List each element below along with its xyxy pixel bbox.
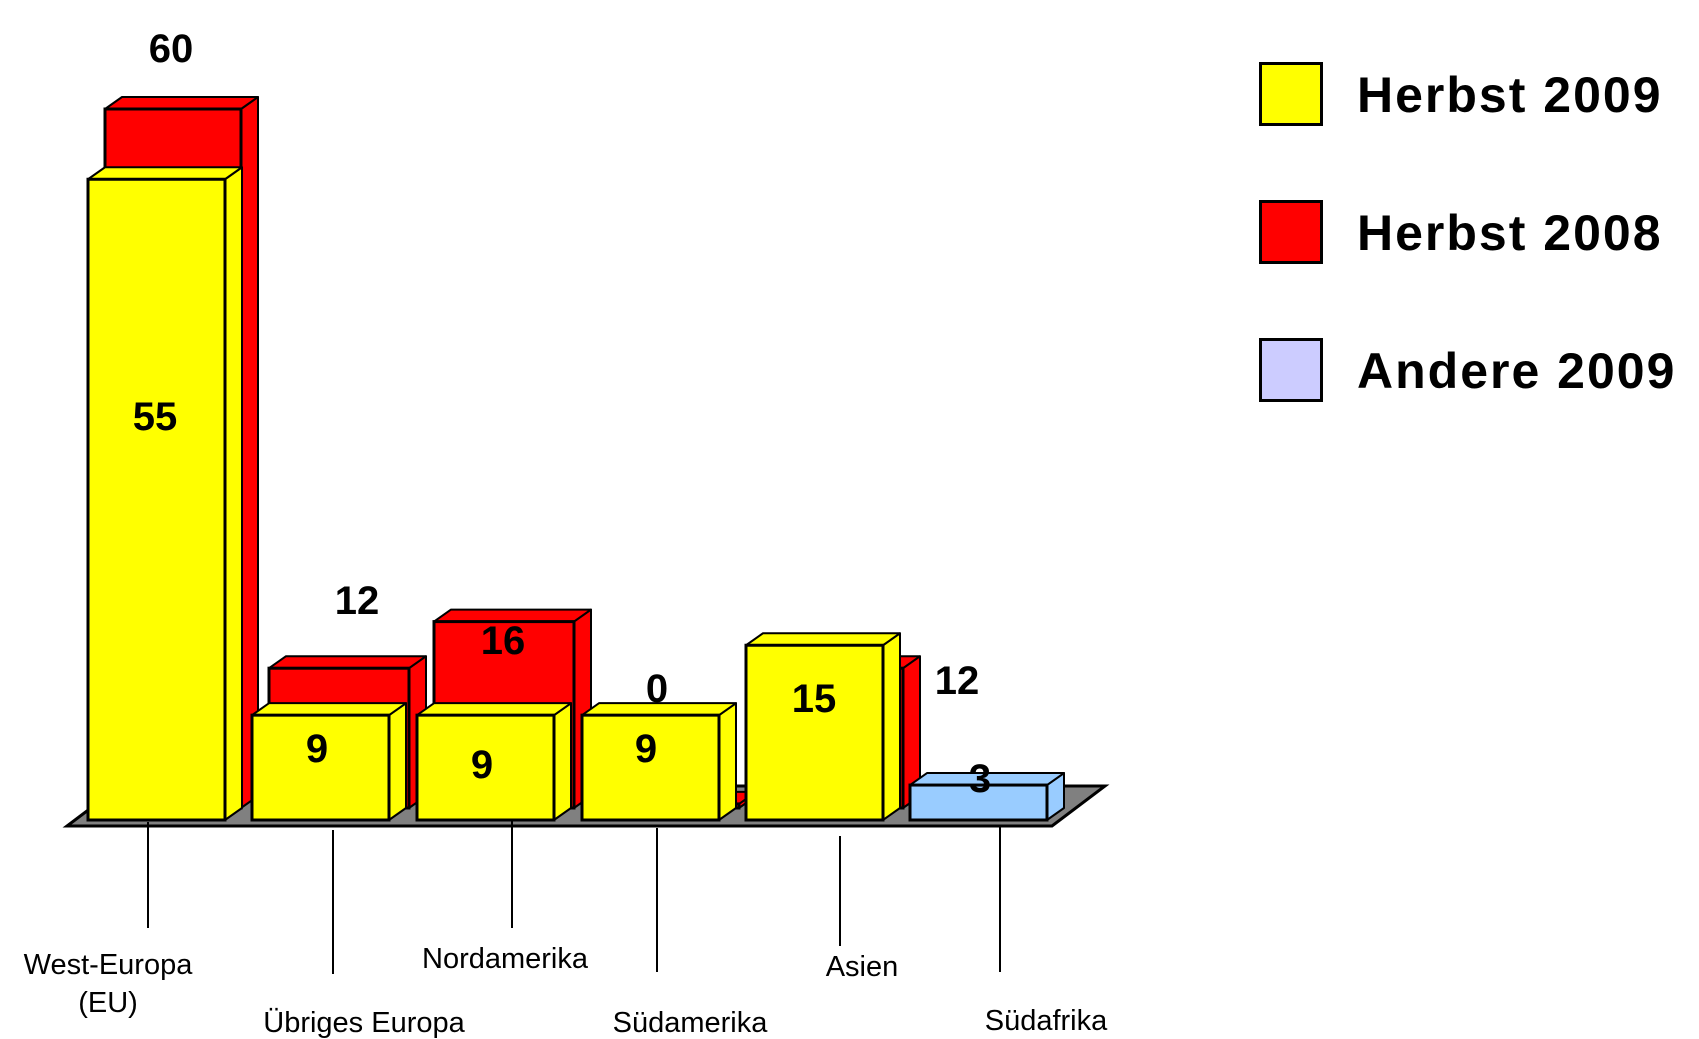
legend-label-herbst-2009: Herbst 2009: [1357, 67, 1663, 123]
legend-label-herbst-2008: Herbst 2008: [1357, 205, 1663, 261]
data-label-herbst-2008-sudamerika: 0: [646, 667, 668, 711]
x-tick-label-sudafrika: Südafrika: [985, 1005, 1108, 1037]
bar-andere-2009-sudafrika: [908, 772, 1065, 822]
data-label-herbst-2008-asien: 12: [935, 659, 980, 703]
data-label-herbst-2009-nordamerika: 9: [471, 743, 493, 787]
x-tick-label-nordamerika: Nordamerika: [422, 943, 589, 975]
data-label-herbst-2009-asien: 15: [792, 677, 837, 721]
data-label-herbst-2009-ubriges-europa: 9: [306, 727, 328, 771]
legend-swatch-andere-2009: [1259, 338, 1323, 402]
data-label-herbst-2008-ubriges-europa: 12: [335, 579, 380, 623]
data-label-andere-2009-sudafrika: 3: [969, 757, 991, 801]
x-tick-label-asien: Asien: [826, 951, 899, 983]
bar-herbst-2009-nordamerika: [415, 702, 572, 822]
legend-swatch-herbst-2009: [1259, 62, 1323, 126]
x-tick-label-west-europa-eu-line-1: West-Europa: [24, 949, 194, 981]
x-tick-label-sudamerika: Südamerika: [613, 1007, 769, 1039]
legend-swatch-herbst-2008: [1259, 200, 1323, 264]
data-label-herbst-2009-west-europa-eu: 55: [133, 395, 178, 439]
bar-herbst-2009-ubriges-europa: [250, 702, 407, 822]
bar-herbst-2009-asien: [744, 632, 901, 822]
x-tick-label-west-europa-eu-line-2: (EU): [78, 987, 138, 1019]
x-tick-label-ubriges-europa: Übriges Europa: [263, 1007, 465, 1039]
legend-label-andere-2009: Andere 2009: [1357, 343, 1677, 399]
data-label-herbst-2008-west-europa-eu: 60: [149, 27, 194, 71]
bar-herbst-2009-sudamerika: [580, 702, 737, 822]
bar-herbst-2009-west-europa-eu: [86, 166, 243, 822]
data-label-herbst-2008-nordamerika: 16: [481, 619, 526, 663]
data-label-herbst-2009-sudamerika: 9: [635, 727, 657, 771]
